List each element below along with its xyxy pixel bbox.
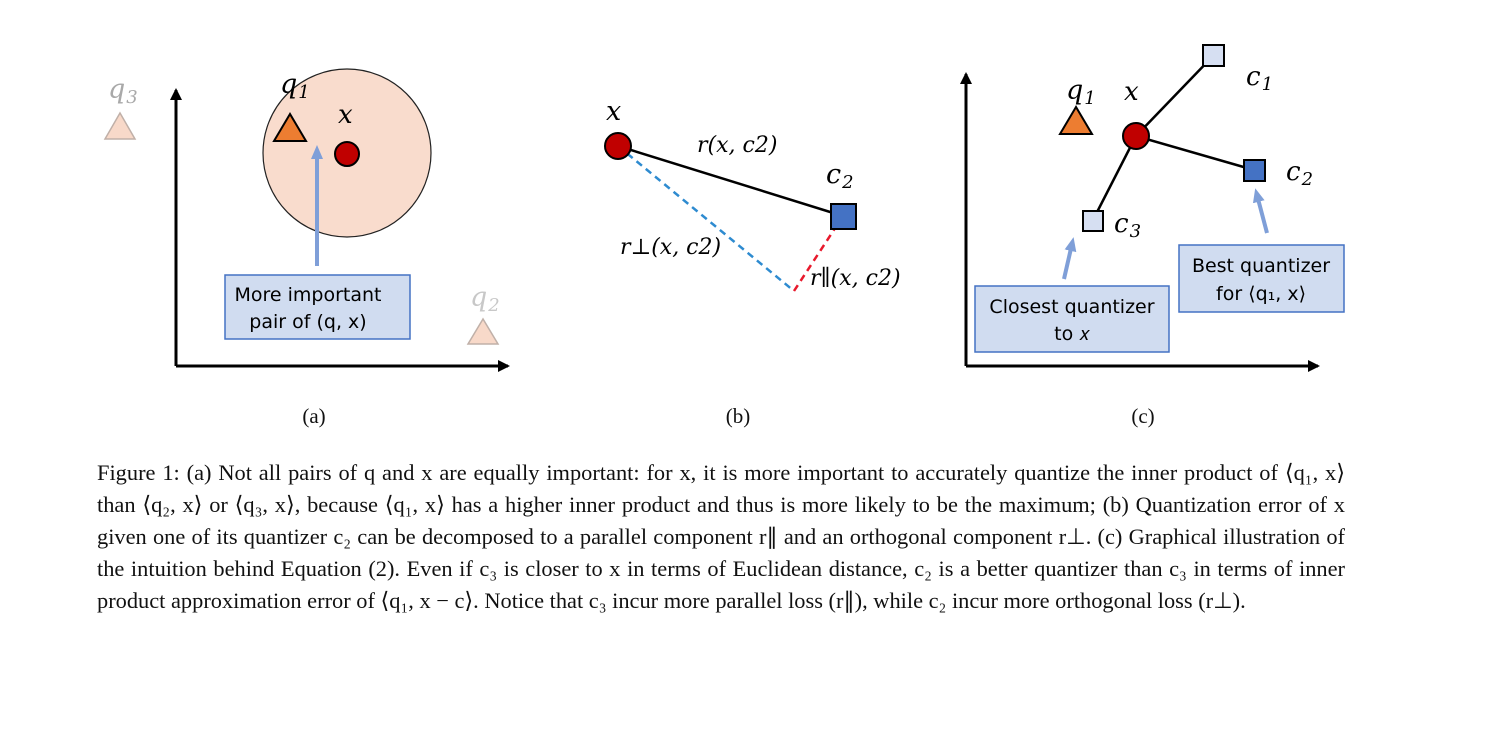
r-perp-label: r⊥(x, c2) (620, 235, 721, 260)
x-label: x (338, 100, 353, 130)
r-label: r(x, c2) (697, 133, 777, 158)
x-label: x (606, 96, 621, 127)
sublabel-b: (b) (725, 404, 751, 428)
c2-square (1243, 159, 1266, 182)
panel-a: q3 q1 x q2 More important pair of (q, x) (103, 68, 510, 372)
best-quantizer-line2: for ⟨q₁, x⟩ (1216, 283, 1306, 305)
caption-label: Figure 1: (97, 460, 180, 485)
x-label: x (1124, 77, 1139, 107)
x-point (604, 132, 632, 160)
q1-label: q1 (1066, 75, 1096, 109)
c3-square (1082, 210, 1104, 232)
closest-quantizer-line2: to 𝑥 (1054, 323, 1090, 345)
closest-arrow (1062, 237, 1077, 280)
figure: q3 q1 x q2 More important pair of (q, x)… (103, 44, 1345, 372)
best-quantizer-box (1178, 244, 1345, 313)
sublabel-a: (a) (302, 404, 326, 428)
sublabel-c: (c) (1131, 404, 1155, 428)
closest-quantizer-box (974, 285, 1170, 353)
best-arrow (1252, 188, 1269, 234)
c2-label: c2 (1286, 157, 1313, 190)
best-quantizer-line1: Best quantizer (1192, 255, 1330, 277)
c2-label: c2 (826, 159, 854, 193)
c1-label: c1 (1246, 62, 1273, 95)
x-point (334, 141, 360, 167)
q3-label: q3 (108, 74, 138, 108)
c1-square (1202, 44, 1225, 67)
caption-text: (a) Not all pairs of q and x are equally… (97, 460, 1345, 613)
figure-caption: Figure 1: (a) Not all pairs of q and x a… (97, 457, 1345, 617)
closest-quantizer-line1: Closest quantizer (989, 296, 1154, 318)
important-pair-line2: pair of (q, x) (249, 311, 366, 333)
perp-component-line (617, 145, 795, 292)
q2-triangle (466, 317, 500, 345)
edge-x-c3 (1091, 135, 1138, 221)
residual-line (617, 144, 844, 218)
edge-x-c2 (1135, 134, 1255, 172)
x-point (1122, 122, 1150, 150)
edge-x-c1 (1135, 55, 1214, 137)
c2-square (830, 203, 857, 230)
q3-triangle (103, 111, 137, 140)
r-parallel-label: r∥(x, c2) (810, 266, 901, 291)
important-pair-line1: More important (234, 284, 381, 306)
c3-label: c3 (1114, 209, 1141, 242)
panel-c: q1 x c1 c2 c3 Closest quantizer to 𝑥 Bes… (960, 44, 1345, 372)
q1-triangle (272, 112, 308, 142)
q2-label: q2 (470, 282, 500, 316)
q1-label: q1 (280, 69, 310, 103)
panel-b: x c2 r(x, c2) r⊥(x, c2) r∥(x, c2) (604, 96, 901, 292)
q1-triangle (1058, 105, 1094, 135)
important-pair-box (224, 274, 411, 340)
